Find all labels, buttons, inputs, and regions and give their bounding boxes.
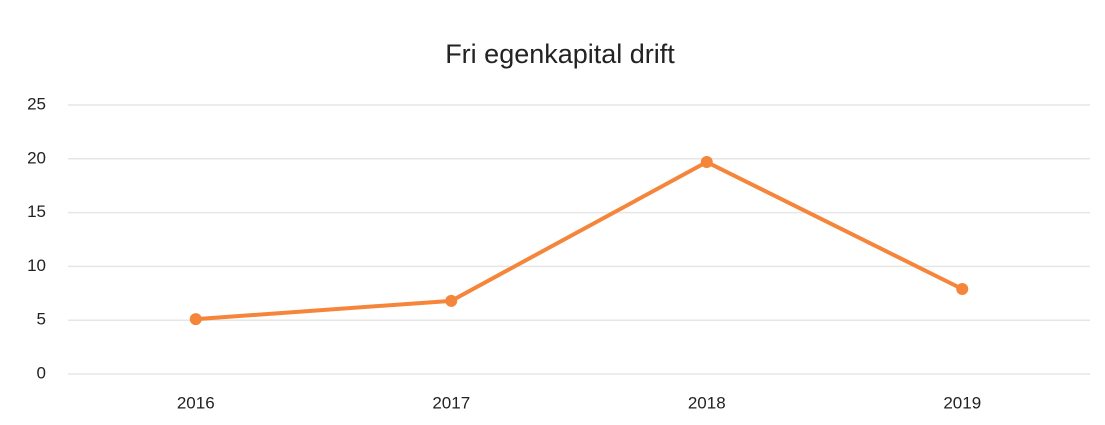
data-point [189, 313, 202, 326]
chart-title: Fri egenkapital drift [445, 39, 675, 69]
y-tick-label: 5 [37, 310, 46, 329]
y-tick-label: 10 [27, 256, 46, 275]
x-tick-label: 2019 [943, 393, 981, 412]
y-tick-label: 15 [27, 202, 46, 221]
y-tick-label: 20 [27, 148, 46, 167]
y-tick-label: 0 [37, 363, 46, 382]
x-tick-label: 2017 [432, 393, 470, 412]
data-point [700, 156, 713, 169]
data-point [445, 294, 458, 307]
x-tick-label: 2016 [177, 393, 215, 412]
data-line [195, 160, 964, 322]
x-tick-label: 2018 [688, 393, 726, 412]
data-point [956, 282, 969, 295]
y-tick-label: 25 [27, 94, 46, 113]
